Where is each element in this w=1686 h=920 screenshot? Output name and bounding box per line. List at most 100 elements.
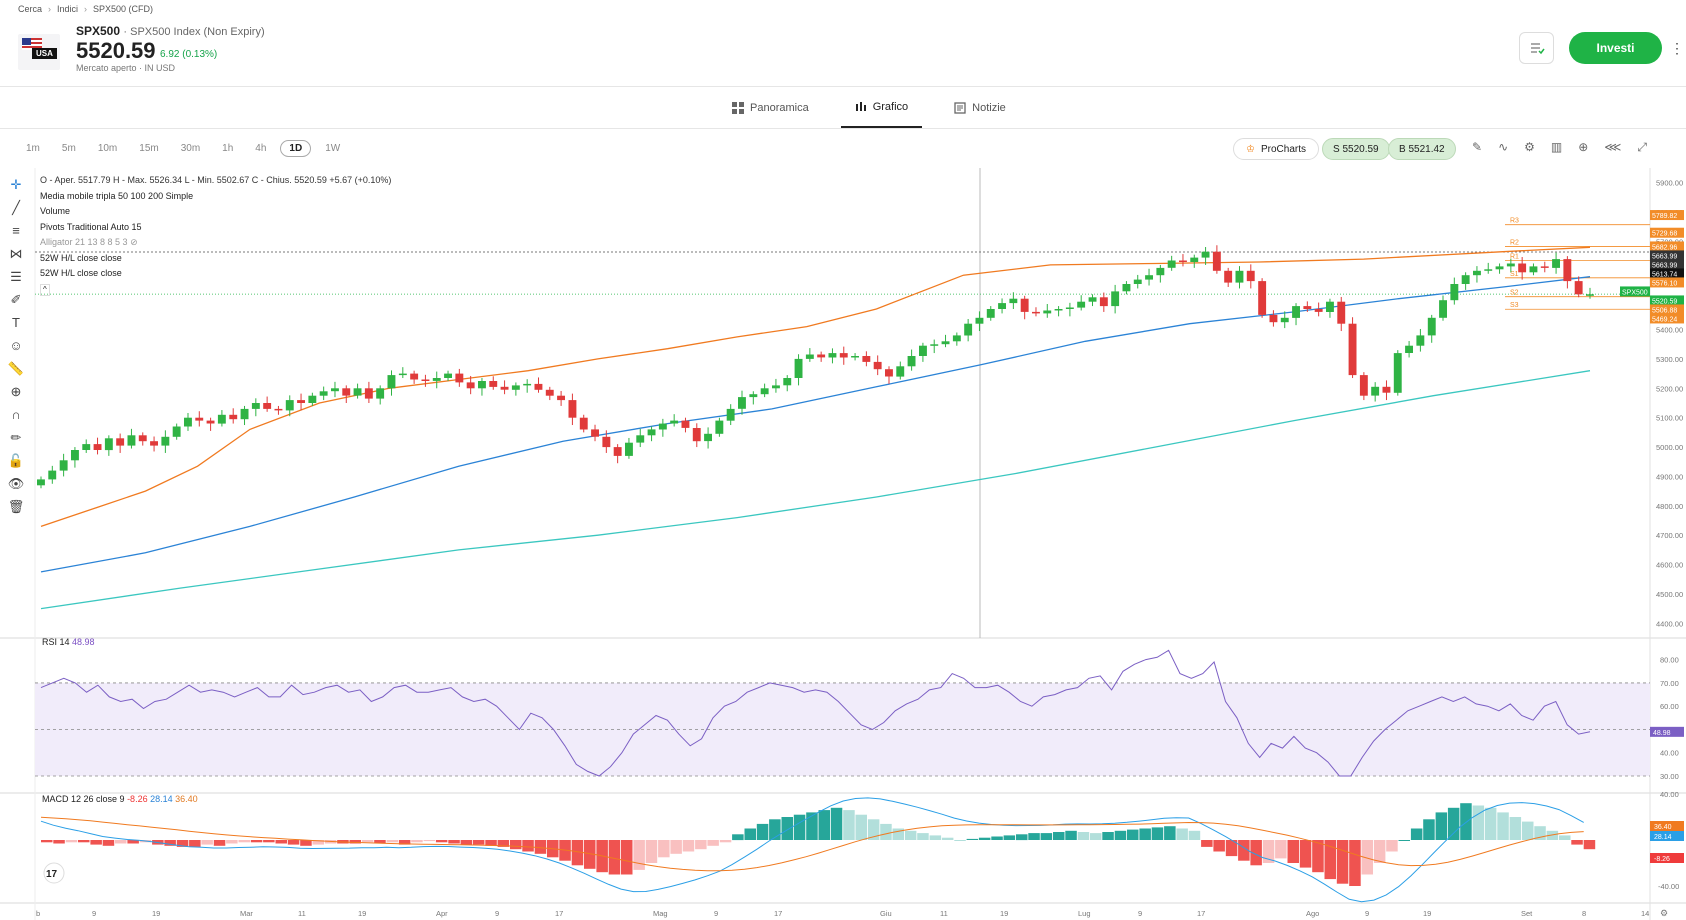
tab-notizie[interactable]: Notizie [940,88,1020,128]
buy-button[interactable]: B 5521.42 [1388,138,1456,160]
chart-type-icon[interactable]: ▥ [1550,140,1563,154]
candle-body [636,435,645,443]
macd-histogram-bar [238,840,250,843]
eye-off-icon[interactable]: ⊘ [130,237,138,247]
eye-icon[interactable]: 👁 [7,476,25,491]
lock-drawing-icon[interactable]: ✏ [10,430,22,445]
macd-histogram-bar [497,840,510,847]
indicators-icon[interactable]: ∿ [1498,140,1509,154]
instrument-logo: USA [18,34,60,70]
macd-histogram-bar [226,840,238,844]
pitchfork-icon[interactable]: ⋈ [9,246,23,261]
draw-icon[interactable]: ✎ [1472,140,1483,154]
magnet-icon[interactable]: ∩ [11,407,21,422]
macd-histogram-bar [485,840,497,846]
x-axis-label: 9 [92,909,96,918]
chart-icon [855,102,866,111]
legend-alligator[interactable]: Alligator 21 13 8 8 5 3 ⊘ [40,235,391,251]
tab-panoramica[interactable]: Panoramica [718,88,823,128]
candle-body [455,373,464,383]
candle-body [839,353,848,358]
macd-histogram-bar [398,840,411,845]
ruler-icon[interactable]: 📏 [7,361,25,376]
candle-body [613,447,622,456]
candle-body [1563,259,1572,282]
price-tag: 5663.99 [1650,250,1684,261]
candle-body [1077,301,1086,308]
price-tag-bg [1650,241,1684,252]
candle-body [1269,314,1278,323]
macd-histogram-bar [1534,826,1546,840]
timeframe-4h[interactable]: 4h [255,143,267,154]
candle-body [127,435,136,446]
timeframe-10m[interactable]: 10m [97,143,118,154]
breadcrumb-search[interactable]: Cerca [18,4,43,14]
procharts-button[interactable]: ♔ ProCharts [1233,138,1319,160]
macd-histogram-bar [213,840,226,846]
macd-histogram-bar [1102,832,1114,840]
breadcrumb-indices[interactable]: Indici [57,4,79,14]
chevron-right-icon: › [84,4,88,14]
price-chart[interactable]: 5900.005800.005700.005600.005500.005400.… [0,168,1686,920]
trendline-icon[interactable]: ╱ [12,200,20,215]
price-tick-label: 5900.00 [1656,179,1683,188]
macd-histogram-bar [522,840,534,852]
share-icon[interactable]: ⋘ [1604,140,1622,154]
text-icon[interactable]: T [12,315,20,330]
legend-52w-2[interactable]: 52W H/L close close [40,268,122,278]
macd-histogram-bar [1127,829,1139,840]
timeframe-1w[interactable]: 1W [325,143,341,154]
fullscreen-icon[interactable]: ⤢ [1637,140,1647,154]
price-tag-bg [1650,313,1684,324]
emoji-icon[interactable]: ☺ [9,338,23,353]
timeframe-1h[interactable]: 1h [222,143,234,154]
price-tag-text: 5469.24 [1652,316,1677,323]
legend-52w-1[interactable]: 52W H/L close close [40,252,122,263]
invest-button[interactable]: Investi [1569,32,1662,64]
rsi-line [40,649,1591,777]
x-axis-label: Ago [1306,909,1319,918]
settings-icon[interactable]: ⚙ [1524,140,1535,154]
macd-histogram-bar [867,819,880,840]
candle-body [285,400,294,411]
brush-icon[interactable]: ✐ [10,292,22,307]
sell-button[interactable]: S 5520.59 [1322,138,1390,160]
timeframe-5m[interactable]: 5m [61,143,76,154]
candle-body [1416,335,1425,346]
candle-body [1484,269,1493,271]
timeframe-15m[interactable]: 15m [139,143,159,154]
timeframe-1m[interactable]: 1m [26,143,40,154]
x-axis-label: Apr [436,909,448,918]
macd-histogram-bar [892,828,904,840]
legend-volume[interactable]: Volume [40,206,71,216]
crosshair-icon[interactable]: ✛ [10,177,22,192]
macd-histogram-bar [1361,840,1373,875]
price-tag-text: 5663.99 [1652,262,1677,269]
candle-body [715,420,724,434]
price-tag-bg [1650,268,1684,279]
macd-histogram-bar [1447,807,1460,840]
macd-histogram-bar [65,840,78,843]
horizontal-lines-icon[interactable]: ≡ [12,223,20,238]
macd-histogram-bar [1386,840,1398,852]
x-axis-label: 17 [1197,909,1205,918]
tab-grafico[interactable]: Grafico [840,88,923,128]
more-icon[interactable]: ⋮ [1670,40,1684,56]
price-tag: 5520.59 [1650,295,1684,306]
zoom-icon[interactable]: ⊕ [10,384,22,399]
x-axis-label: 11 [298,909,306,918]
legend-pivots[interactable]: Pivots Traditional Auto 15 [40,221,142,232]
breadcrumb-current: SPX500 (CFD) [93,4,154,14]
watchlist-button[interactable] [1519,32,1554,64]
collapse-legend-icon[interactable]: ^ [40,283,50,296]
legend-ma[interactable]: Media mobile tripla 50 100 200 Simple [40,190,194,201]
price-tick-label: 4400.00 [1656,619,1683,628]
trash-icon[interactable]: 🗑 [7,499,25,514]
timeframe-30m[interactable]: 30m [180,143,201,154]
lock-icon[interactable]: 🔓 [7,453,25,468]
add-icon[interactable]: ⊕ [1578,140,1589,154]
timeframe-1d[interactable]: 1D [280,140,312,157]
crown-icon: ♔ [1246,143,1255,155]
fibonacci-icon[interactable]: ☰ [10,269,22,284]
chart-legend: O - Aper. 5517.79 H - Max. 5526.34 L - M… [40,173,391,297]
